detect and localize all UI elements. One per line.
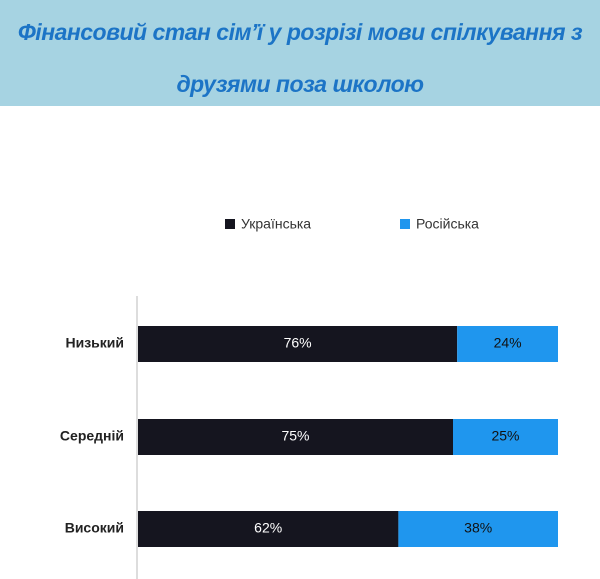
value-label: 25% — [491, 428, 519, 444]
category-label: Високий — [65, 520, 124, 536]
bar-segment — [457, 326, 558, 362]
value-label: 24% — [494, 335, 522, 351]
category-label: Низький — [65, 335, 124, 351]
legend-swatch — [400, 219, 410, 229]
value-label: 75% — [281, 428, 309, 444]
bar-segment — [138, 511, 399, 547]
chart-title: Фінансовий стан сім’ї у розрізі мови спі… — [17, 19, 583, 97]
legend-label: Російська — [416, 216, 479, 232]
legend-swatch — [225, 219, 235, 229]
value-label: 62% — [254, 520, 282, 536]
bar-segment — [138, 326, 458, 362]
bar-segment — [453, 419, 558, 455]
legend-label: Українська — [241, 216, 311, 232]
bar-segment — [138, 419, 453, 455]
value-label: 38% — [464, 520, 492, 536]
value-label: 76% — [284, 335, 312, 351]
category-label: Середній — [60, 428, 124, 444]
header-band: Фінансовий стан сім’ї у розрізі мови спі… — [0, 0, 600, 106]
bar-segment — [398, 511, 558, 547]
